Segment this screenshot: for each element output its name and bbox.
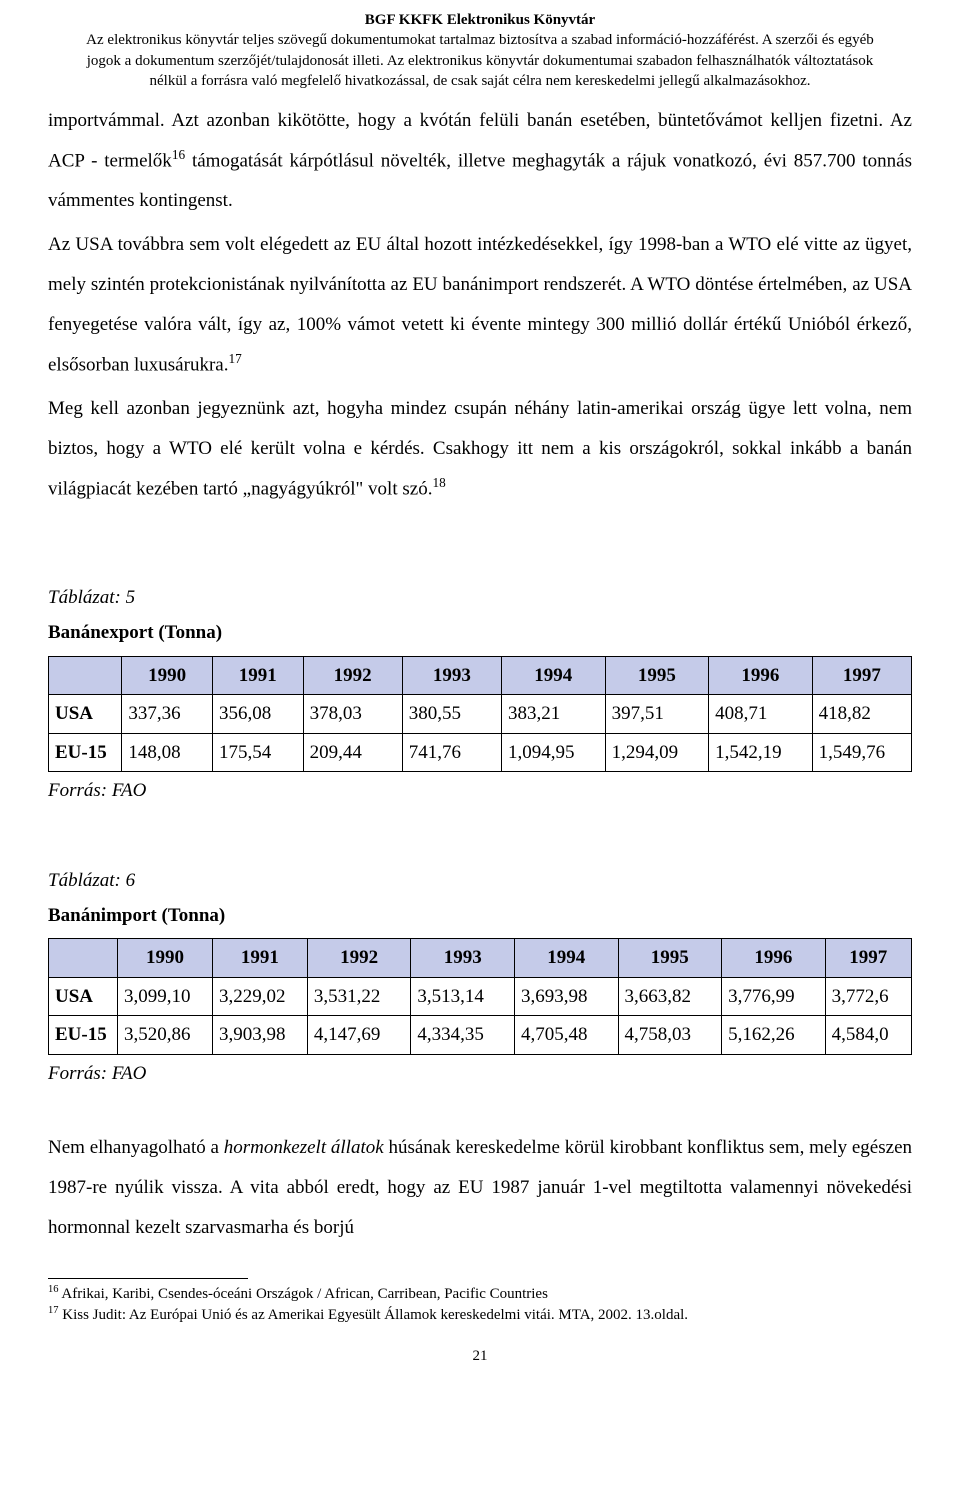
table-cell: 397,51 [605,695,709,733]
footnote-ref-18: 18 [432,475,445,490]
table-year-header: 1992 [307,939,411,977]
table-year-header: 1994 [502,656,606,694]
table-cell: 3,531,22 [307,977,411,1015]
table-cell: 1,294,09 [605,733,709,771]
footnote-num-17: 17 [48,1305,59,1316]
document-page: BGF KKFK Elektronikus Könyvtár Az elektr… [0,0,960,1389]
table-cell: 418,82 [812,695,911,733]
page-number: 21 [48,1345,912,1368]
table6: 19901991199219931994199519961997USA3,099… [48,938,912,1054]
table-year-header: 1997 [812,656,911,694]
footnote-text-17: Kiss Judit: Az Európai Unió és az Amerik… [59,1307,689,1323]
table6-title: Banánimport (Tonna) [48,901,912,930]
footnote-separator [48,1278,248,1279]
table-cell: 3,693,98 [514,977,618,1015]
table-cell: 1,549,76 [812,733,911,771]
table-row: USA337,36356,08378,03380,55383,21397,514… [49,695,912,733]
table-cell: 356,08 [212,695,303,733]
para-3a: Meg kell azonban jegyeznünk azt, hogyha … [48,398,912,499]
table-year-header: 1993 [411,939,515,977]
table-cell: 378,03 [303,695,402,733]
table-cell: 3,513,14 [411,977,515,1015]
table-cell: 3,520,86 [118,1016,213,1054]
table-cell: 4,758,03 [618,1016,722,1054]
body-paragraph-2: Az USA továbbra sem volt elégedett az EU… [48,225,912,385]
para-4a: Nem elhanyagolható a [48,1137,224,1158]
body-paragraph-3: Meg kell azonban jegyeznünk azt, hogyha … [48,389,912,509]
table-row-head: EU-15 [49,733,122,771]
table-year-header: 1991 [212,939,307,977]
table-cell: 4,334,35 [411,1016,515,1054]
library-header: BGF KKFK Elektronikus Könyvtár Az elektr… [48,10,912,91]
table6-label: Táblázat: 6 [48,866,912,895]
table-year-header: 1996 [709,656,813,694]
table-cell: 209,44 [303,733,402,771]
table-year-header: 1996 [722,939,826,977]
table-cell: 1,094,95 [502,733,606,771]
table-cell: 3,903,98 [212,1016,307,1054]
table-year-header: 1990 [118,939,213,977]
para-4-italic: hormonkezelt állatok [224,1137,384,1158]
library-line-2: jogok a dokumentum szerzőjét/tulajdonosá… [48,51,912,71]
table-cell: 408,71 [709,695,813,733]
table-cell: 3,229,02 [212,977,307,1015]
spacer [48,806,912,866]
table-cell: 175,54 [212,733,303,771]
table-year-header: 1991 [212,656,303,694]
footnote-num-16: 16 [48,1284,59,1295]
table-row: EU-153,520,863,903,984,147,694,334,354,7… [49,1016,912,1054]
library-line-1: Az elektronikus könyvtár teljes szövegű … [48,30,912,50]
table-year-header: 1995 [618,939,722,977]
table-cell: 148,08 [122,733,213,771]
table-cell: 4,147,69 [307,1016,411,1054]
footnote-ref-17: 17 [228,351,241,366]
footnote-17: 17 Kiss Judit: Az Európai Unió és az Ame… [48,1304,912,1325]
table-cell: 1,542,19 [709,733,813,771]
table5-title: Banánexport (Tonna) [48,618,912,647]
table5-source: Forrás: FAO [48,776,912,805]
table-row-head: USA [49,695,122,733]
table-year-header: 1993 [402,656,501,694]
table-stub [49,656,122,694]
table-year-header: 1997 [825,939,911,977]
table-row: EU-15148,08175,54209,44741,761,094,951,2… [49,733,912,771]
library-title: BGF KKFK Elektronikus Könyvtár [48,10,912,30]
table-cell: 3,099,10 [118,977,213,1015]
table-row-head: EU-15 [49,1016,118,1054]
table-year-header: 1992 [303,656,402,694]
table-year-header: 1994 [514,939,618,977]
table-cell: 380,55 [402,695,501,733]
table-cell: 3,663,82 [618,977,722,1015]
table-cell: 337,36 [122,695,213,733]
table-row: USA3,099,103,229,023,531,223,513,143,693… [49,977,912,1015]
table-cell: 741,76 [402,733,501,771]
footnote-16: 16 Afrikai, Karibi, Csendes-óceáni Orszá… [48,1283,912,1304]
footnote-ref-16: 16 [172,147,185,162]
table-cell: 3,776,99 [722,977,826,1015]
table-cell: 4,584,0 [825,1016,911,1054]
table-cell: 5,162,26 [722,1016,826,1054]
table-stub [49,939,118,977]
body-paragraph-4: Nem elhanyagolható a hormonkezelt állato… [48,1128,912,1248]
spacer [48,513,912,583]
footnote-text-16: Afrikai, Karibi, Csendes-óceáni Országok… [59,1286,548,1302]
table-cell: 383,21 [502,695,606,733]
para-2a: Az USA továbbra sem volt elégedett az EU… [48,234,912,375]
table-row-head: USA [49,977,118,1015]
table-cell: 4,705,48 [514,1016,618,1054]
table-cell: 3,772,6 [825,977,911,1015]
table-year-header: 1990 [122,656,213,694]
spacer [48,1088,912,1128]
table5: 19901991199219931994199519961997USA337,3… [48,656,912,772]
table-year-header: 1995 [605,656,709,694]
body-paragraph-1: importvámmal. Azt azonban kikötötte, hog… [48,101,912,221]
table6-source: Forrás: FAO [48,1059,912,1088]
table5-label: Táblázat: 5 [48,583,912,612]
library-line-3: nélkül a forrásra való megfelelő hivatko… [48,71,912,91]
footnotes: 16 Afrikai, Karibi, Csendes-óceáni Orszá… [48,1283,912,1326]
